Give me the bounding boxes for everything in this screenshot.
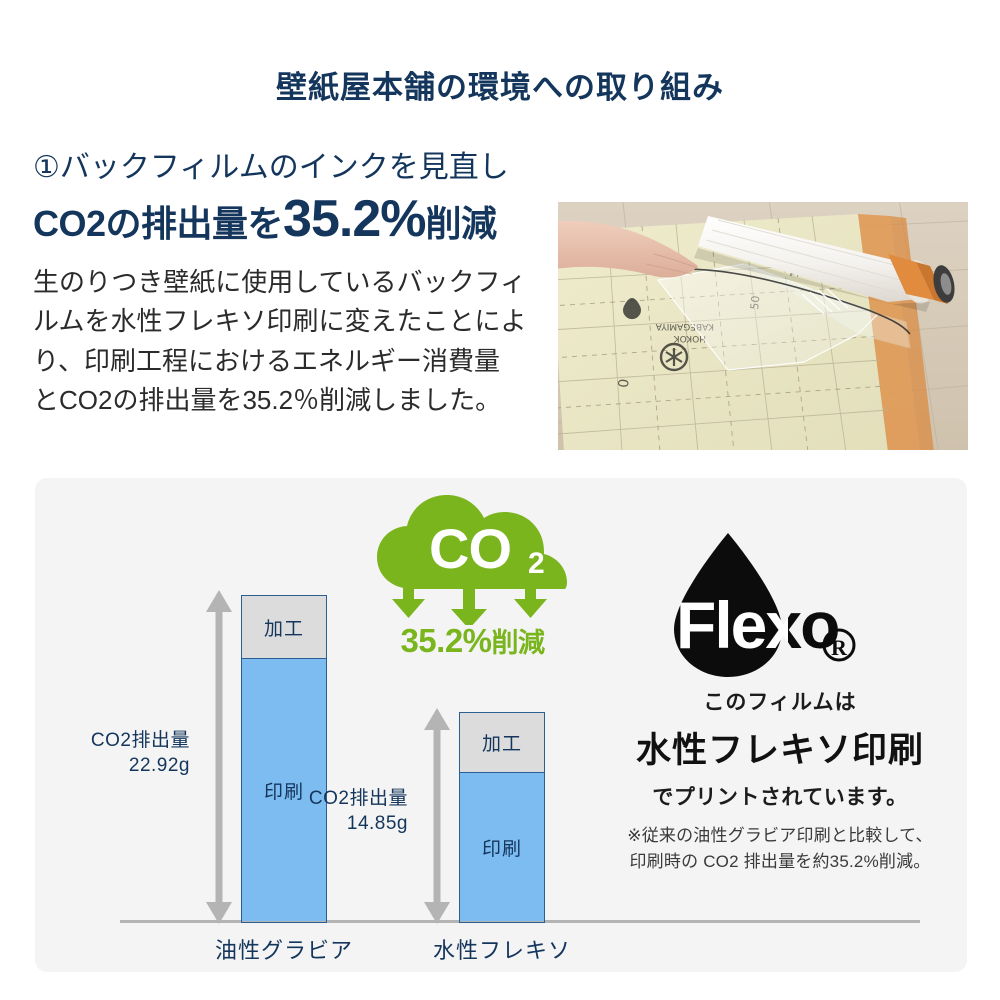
measure-label-gravure: CO2排出量 22.92g xyxy=(60,728,190,778)
copy-headline-stat: CO2の排出量を35.2%削減 xyxy=(33,191,543,248)
measure-title: CO2排出量 xyxy=(308,788,408,809)
bar-segment-print-flexo: 印刷 xyxy=(460,773,544,921)
copy-body-line: ルムを水性フレキソ印刷に変えたことによ xyxy=(33,306,527,337)
bar-segment-label: 加工 xyxy=(263,618,304,640)
flexo-note: ※従来の油性グラビア印刷と比較して、 印刷時の CO2 排出量を約35.2%削減… xyxy=(590,823,970,874)
copy-stat-prefix: CO2の排出量を xyxy=(33,203,284,245)
co2-reduction-text: 35.2%削減 xyxy=(365,621,580,660)
registered-mark-icon: R xyxy=(822,628,856,662)
bar-category-flexo: 水性フレキソ xyxy=(432,938,571,963)
svg-text:R: R xyxy=(831,635,848,660)
wallpaper-photo: HOKOK KABEGAMIYA 0 50 10 10 xyxy=(558,202,968,450)
co2-down-arrows xyxy=(392,587,547,625)
bar-segment-process-flexo: 加工 xyxy=(460,713,544,773)
copy-lead: ①バックフィルムのインクを見直し xyxy=(33,151,509,184)
copy-body-line: 生のりつき壁紙に使用しているバックフィ xyxy=(33,266,526,297)
bar-flexo: 加工 印刷 xyxy=(459,712,545,923)
measure-title: CO2排出量 xyxy=(90,730,190,751)
flexo-logo-text-white: Flexo xyxy=(676,588,838,662)
svg-text:0: 0 xyxy=(616,378,633,388)
co2-cloud-subscript: 2 xyxy=(528,547,545,580)
flexo-note-line: ※従来の油性グラビア印刷と比較して、 xyxy=(627,826,933,845)
flexo-note-line: 印刷時の CO2 排出量を約35.2%削減。 xyxy=(629,851,931,871)
copy-body-line: り、印刷工程におけるエネルギー消費量 xyxy=(33,345,500,376)
flexo-logo: Flexo Flexo R xyxy=(590,525,970,690)
copy-stat-suffix: 削減 xyxy=(425,203,497,245)
intro-copy-block: ①バックフィルムのインクを見直し CO2の排出量を35.2%削減 生のりつき壁紙… xyxy=(33,150,543,421)
page-title: 壁紙屋本舗の環境への取り組み xyxy=(276,70,724,105)
measure-arrow-gravure xyxy=(206,590,232,924)
co2-reduction-suffix: 削減 xyxy=(491,628,546,658)
bar-segment-label: 印刷 xyxy=(263,781,304,803)
svg-text:HOKOK: HOKOK xyxy=(673,333,706,343)
measure-arrow-flexo xyxy=(424,708,450,924)
co2-bar-chart: CO2排出量 22.92g 加工 印刷 油性グラビア xyxy=(35,478,920,972)
bar-category-gravure: 油性グラビア xyxy=(214,938,353,963)
flexo-line-2: 水性フレキソ印刷 xyxy=(635,731,924,770)
measure-value: 14.85g xyxy=(346,813,408,835)
co2-cloud-text: CO xyxy=(429,517,511,580)
bar-gravure: 加工 印刷 xyxy=(241,595,327,923)
measure-value: 22.92g xyxy=(128,755,190,777)
flexo-info-block: Flexo Flexo R このフィルムは 水性フレキソ印刷 でプリントされてい… xyxy=(590,525,970,874)
measure-label-flexo: CO2排出量 14.85g xyxy=(278,786,408,836)
wallpaper-photo-illustration: HOKOK KABEGAMIYA 0 50 10 10 xyxy=(558,202,968,450)
copy-stat-percent: 35.2% xyxy=(283,190,426,249)
co2-cloud-icon: CO 2 xyxy=(377,495,567,625)
chart-baseline xyxy=(120,920,920,923)
bar-segment-label: 印刷 xyxy=(481,838,522,860)
co2-reduction-badge: CO 2 35.2%削減 xyxy=(365,495,580,685)
flexo-line-3: でプリントされています。 xyxy=(652,786,908,809)
flexo-droplet-icon: Flexo Flexo R xyxy=(674,533,856,677)
bar-segment-label: 加工 xyxy=(481,734,522,755)
bar-segment-process-gravure: 加工 xyxy=(242,596,326,659)
copy-body-line: とCO2の排出量を35.2％削減しました。 xyxy=(33,385,502,416)
svg-text:KABEGAMIYA: KABEGAMIYA xyxy=(655,321,714,331)
bar-segment-print-gravure: 印刷 xyxy=(242,659,326,921)
flexo-line-1: このフィルムは xyxy=(703,691,857,714)
copy-body: 生のりつき壁紙に使用しているバックフィ ルムを水性フレキソ印刷に変えたことによ … xyxy=(33,263,543,421)
co2-reduction-value: 35.2% xyxy=(400,622,492,659)
